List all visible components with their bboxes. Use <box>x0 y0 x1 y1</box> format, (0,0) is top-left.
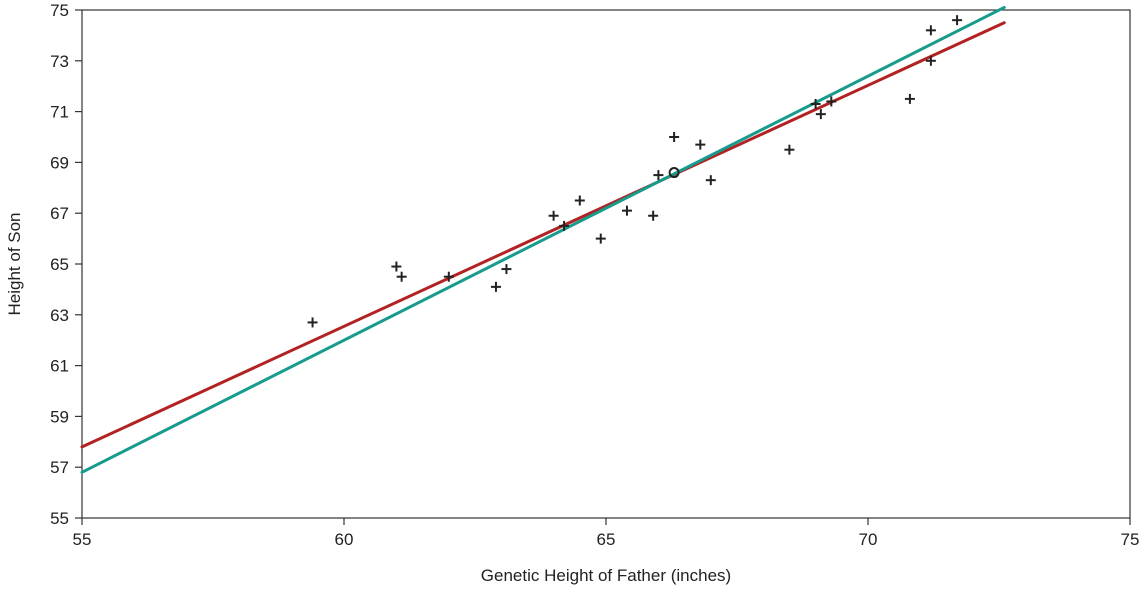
data-point <box>574 195 585 206</box>
x-tick-label: 55 <box>73 530 92 549</box>
x-tick-label: 65 <box>597 530 616 549</box>
fit-line-1 <box>80 21 1006 449</box>
data-point <box>559 220 570 231</box>
data-point <box>815 109 826 120</box>
data-point <box>501 264 512 275</box>
data-point <box>784 144 795 155</box>
data-point <box>695 139 706 150</box>
data-point <box>925 55 936 66</box>
data-point <box>490 281 501 292</box>
data-point <box>307 317 318 328</box>
data-point <box>705 175 716 186</box>
data-point <box>548 210 559 221</box>
y-tick-label: 55 <box>50 509 69 528</box>
data-points <box>307 15 963 328</box>
y-tick-label: 57 <box>50 458 69 477</box>
y-axis-title: Height of Son <box>5 212 24 315</box>
y-tick-label: 71 <box>50 103 69 122</box>
data-point <box>391 261 402 272</box>
x-tick-label: 60 <box>335 530 354 549</box>
data-point <box>653 170 664 181</box>
data-point <box>648 210 659 221</box>
x-tick-label: 75 <box>1121 530 1140 549</box>
y-tick-label: 61 <box>50 357 69 376</box>
data-point <box>396 271 407 282</box>
data-point <box>826 96 837 107</box>
y-tick-label: 65 <box>50 255 69 274</box>
data-point <box>669 132 680 142</box>
y-axis-ticks: 55 57 59 61 63 65 67 69 71 73 75 <box>50 1 82 528</box>
data-point <box>952 15 963 26</box>
data-point <box>810 98 821 109</box>
plot-frame <box>81 9 1131 519</box>
y-tick-label: 75 <box>50 1 69 20</box>
mean-point-marker <box>668 167 680 179</box>
fit-line-2 <box>80 5 1006 474</box>
y-tick-label: 69 <box>50 153 69 172</box>
fit-lines <box>80 5 1006 474</box>
data-point <box>904 93 915 104</box>
y-tick-label: 73 <box>50 52 69 71</box>
data-point <box>925 25 936 36</box>
y-tick-label: 67 <box>50 204 69 223</box>
data-point <box>621 205 632 216</box>
x-axis-ticks: 55 60 65 70 75 <box>73 518 1140 549</box>
x-tick-label: 70 <box>859 530 878 549</box>
data-point <box>595 233 606 244</box>
x-axis-title: Genetic Height of Father (inches) <box>481 566 731 585</box>
data-point <box>443 271 454 282</box>
y-tick-label: 63 <box>50 306 69 325</box>
y-tick-label: 59 <box>50 407 69 426</box>
